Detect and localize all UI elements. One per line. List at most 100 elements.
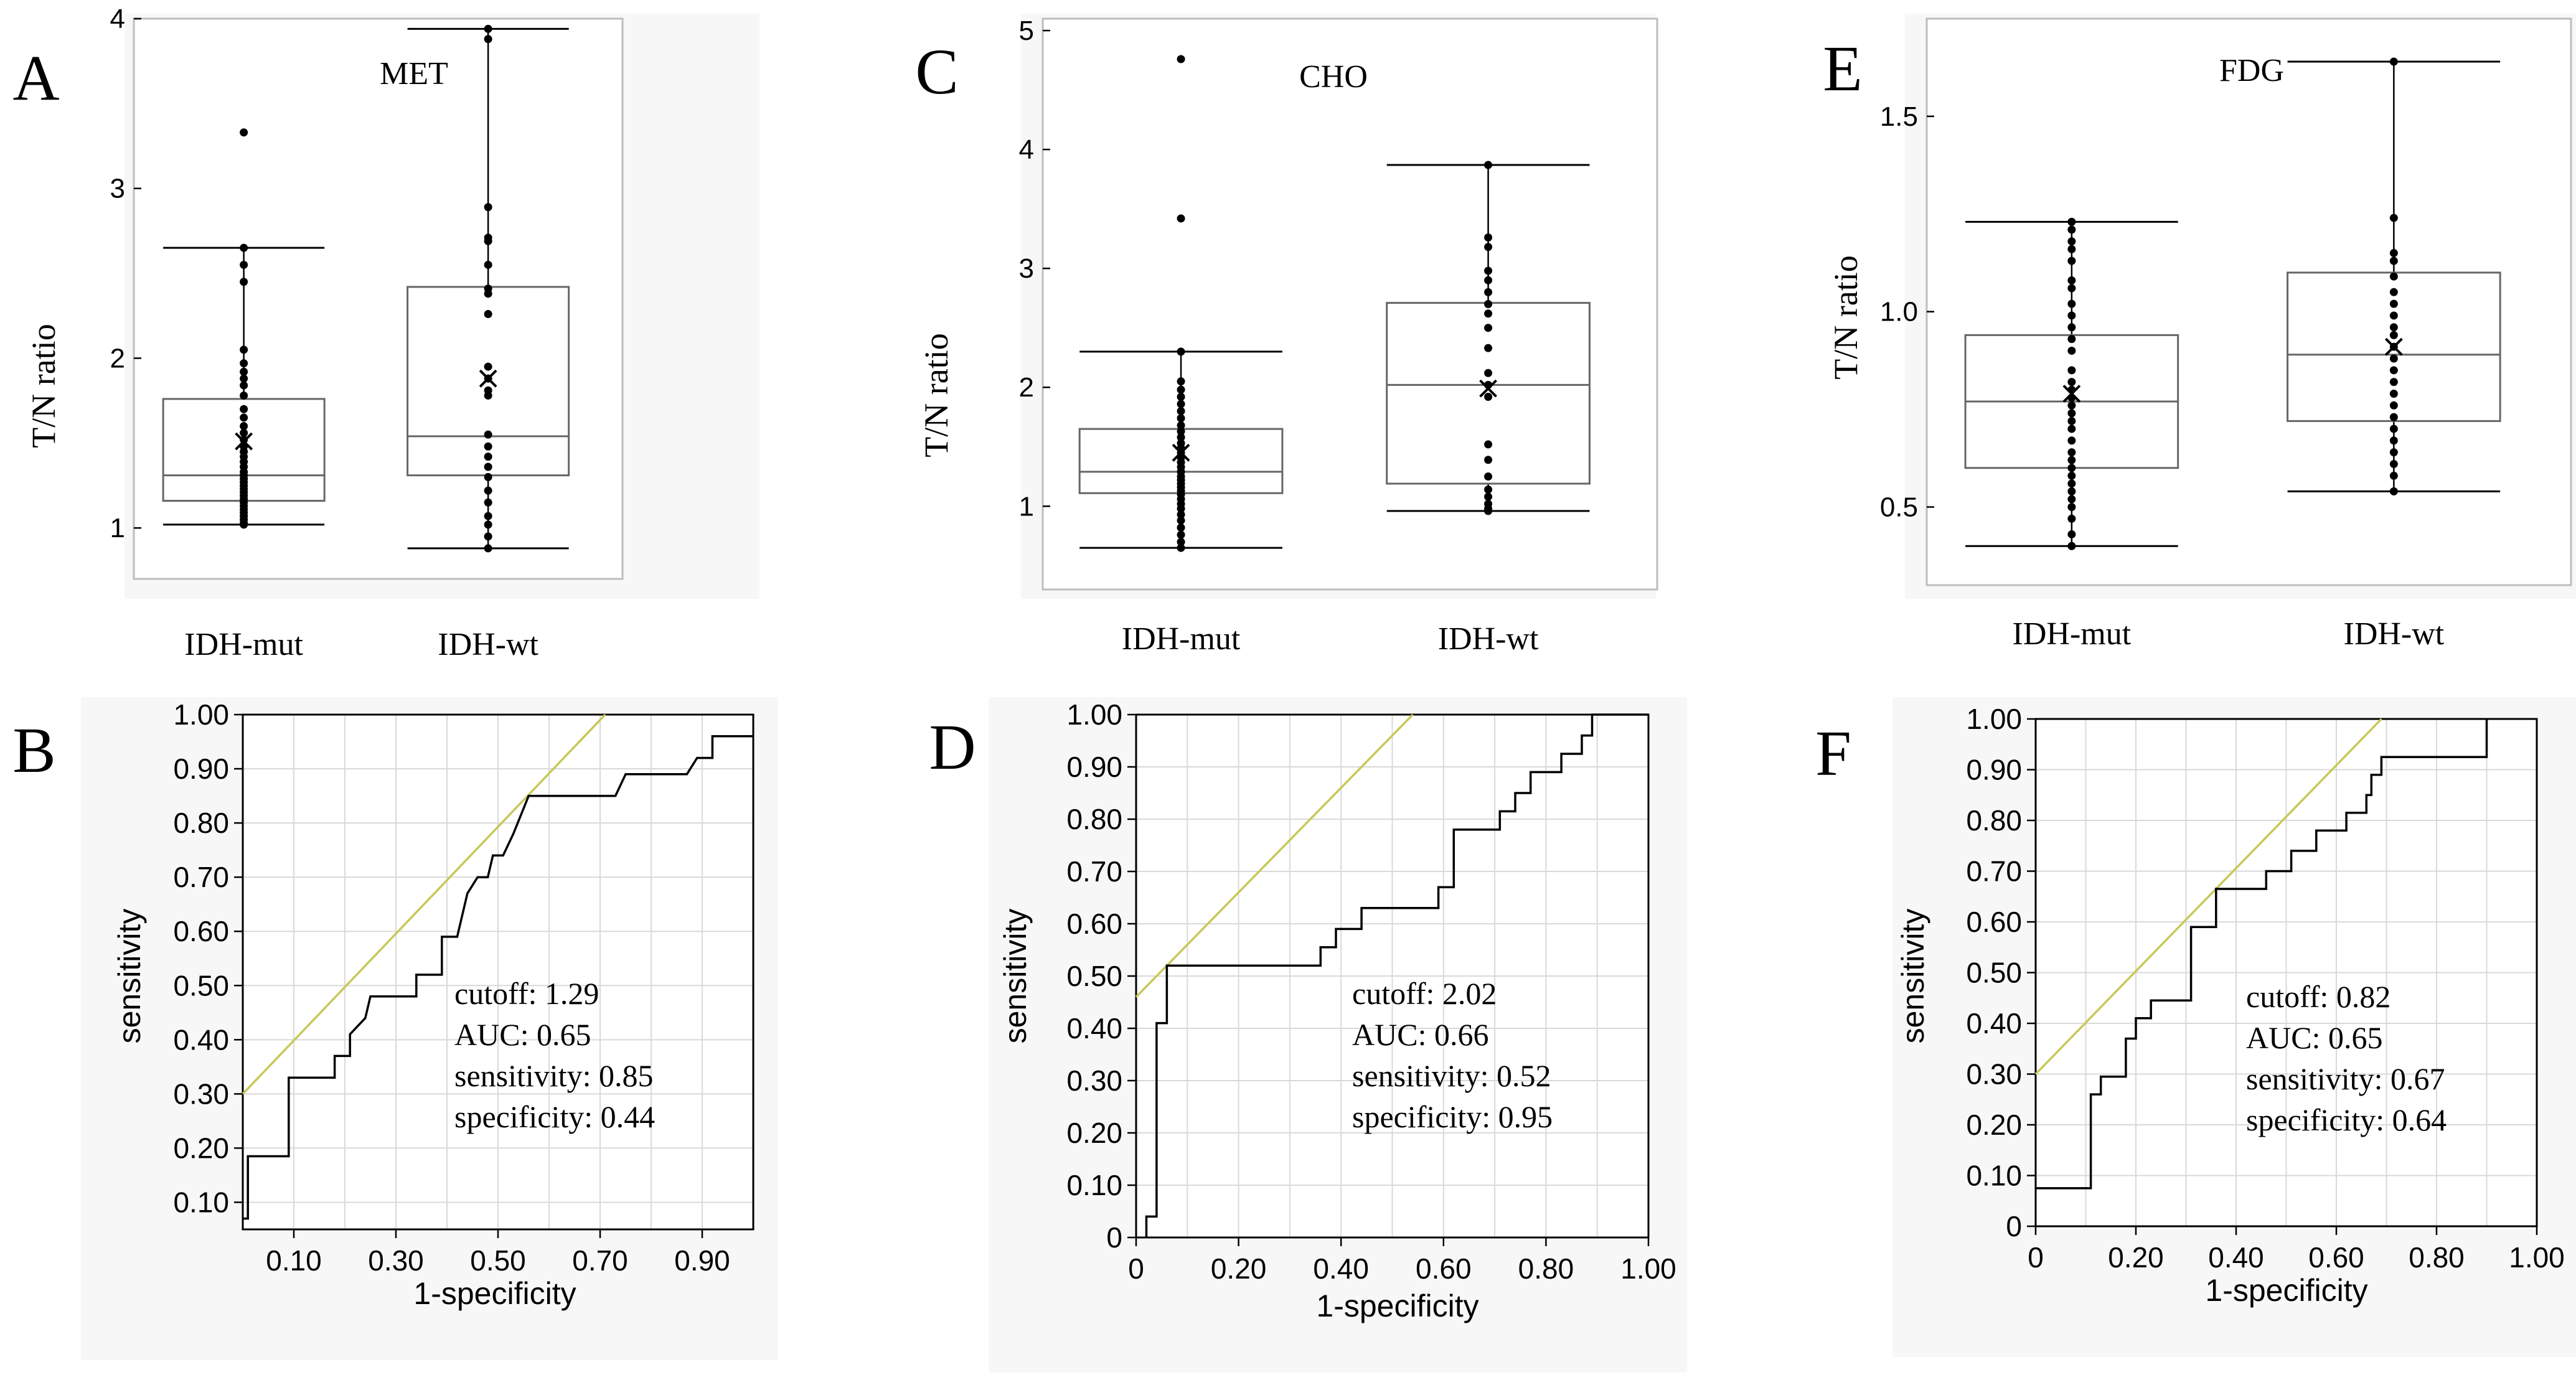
x-tick-label: 1.00 [1620,1252,1676,1285]
data-point [2389,256,2398,265]
reference-line [242,713,606,1095]
chart-title: CHO [1299,59,1368,95]
data-point [1484,440,1493,449]
y-tick-label: 0.60 [173,915,229,947]
y-tick-label: 0.20 [1066,1117,1122,1149]
y-tick-label: 0.30 [1966,1058,2022,1091]
mean-marker [235,432,253,451]
data-point [2389,448,2398,457]
data-point [2389,214,2398,222]
data-point [2389,354,2398,363]
x-tick-label: 0.80 [1518,1252,1574,1285]
data-point [2067,456,2076,464]
data-point [1484,456,1493,464]
panel-A: A MET T/N ratio 1 2 3 4 IDH-mut IDH-wt [12,4,759,662]
y-tick-label: 0.40 [1966,1007,2022,1040]
data-point [2067,299,2076,308]
data-point [484,453,492,461]
data-point [2067,217,2076,226]
data-point [2067,464,2076,472]
data-point [2389,288,2398,296]
data-point [2389,366,2398,375]
data-point [2067,448,2076,457]
data-point [1484,344,1493,352]
box-mut: IDH-mut [1964,217,2179,652]
x-tick-label: 0.20 [2108,1241,2164,1274]
roc-curve [2036,719,2488,1190]
data-point [1177,377,1185,386]
y-tick-label: 0.90 [1066,751,1122,783]
data-point [1484,233,1493,242]
y-tick-label: 0.60 [1966,906,2022,938]
y-tick-label: 1.5 [1880,101,1918,132]
panel-C: C CHO T/N ratio 1 2 3 4 5 IDH-mut IDH-wt [915,14,1658,657]
data-point [1177,504,1185,513]
mean-marker [2062,385,2081,403]
data-point [1177,530,1185,539]
y-tick-label: 3 [1019,253,1034,284]
y-tick-label: 4 [1019,134,1034,165]
data-point [2067,346,2076,355]
data-point [2389,487,2398,495]
y-tick-label: 0.10 [173,1186,229,1218]
data-point [1484,369,1493,377]
y-tick-label: 0.70 [1066,855,1122,888]
y-tick-label: 0.10 [1066,1169,1122,1201]
data-point [1177,516,1185,525]
data-point [2389,323,2398,332]
panel-F: F 0 0.20 0.40 0.60 0.80 1.00 0 0.10 0.20 0.30 0.40 0… [1815,697,2576,1357]
x-tick-label: 0 [2028,1241,2044,1274]
data-point [1177,510,1185,519]
annotation-auc: AUC: 0.65 [2246,1020,2382,1055]
data-point [1177,55,1185,63]
y-tick-label: 2 [1019,372,1034,403]
data-point [2067,425,2076,433]
panel-letter: E [1823,33,1863,105]
y-tick-label: 0.50 [173,969,229,1002]
x-category-label: IDH-wt [438,627,538,662]
x-tick-label: 0 [1128,1252,1144,1285]
data-point [484,289,492,298]
y-tick-label: 0.10 [1966,1160,2022,1192]
data-point [2067,256,2076,265]
y-tick-label: 0.20 [173,1132,229,1164]
data-point [240,374,248,383]
panel-D: D 0 0.20 0.40 0.60 0.80 1.00 0 0.10 0.20 0.30 0.40 0… [929,697,1687,1373]
data-point [2389,471,2398,480]
y-tick-label: 0.30 [1066,1064,1122,1097]
panel-E: E FDG T/N ratio 0.5 1.0 1.5 IDH-mut IDH-wt [1823,14,2576,652]
panels-layer: A MET T/N ratio 1 2 3 4 IDH-mut IDH-wt C CHO T/N ra… [12,4,2576,1373]
data-point [484,472,492,481]
annotation-sensitivity: sensitivity: 0.67 [2246,1061,2445,1096]
x-category-label: IDH-wt [1438,621,1539,657]
data-point [2067,487,2076,495]
data-point [484,532,492,541]
y-axis-label: T/N ratio [25,324,62,448]
data-point [484,237,492,245]
panel-letter: A [12,42,59,114]
data-point [2389,272,2398,281]
x-axis-label: 1-specificity [413,1276,576,1311]
mean-marker [1479,379,1497,398]
annotation-sensitivity: sensitivity: 0.85 [454,1058,653,1093]
data-point [484,512,492,520]
data-point [2067,530,2076,538]
mean-marker [479,369,497,388]
x-tick-label: 0.50 [470,1244,526,1277]
data-point [240,359,248,368]
data-point [2067,237,2076,246]
data-point [1177,421,1185,430]
annotation-specificity: specificity: 0.44 [454,1099,655,1134]
reference-line [2034,718,2382,1075]
y-tick-label: 0.80 [1966,804,2022,837]
data-point [1177,414,1185,423]
y-tick-label: 1.0 [1880,297,1918,327]
data-point [484,362,492,371]
x-axis-label: 1-specificity [1316,1289,1478,1323]
x-tick-label: 0.80 [2409,1241,2465,1274]
x-tick-label: 0.40 [1313,1252,1369,1285]
data-point [240,391,248,400]
data-point [1177,433,1185,441]
data-point [484,462,492,471]
data-point [2067,366,2076,375]
